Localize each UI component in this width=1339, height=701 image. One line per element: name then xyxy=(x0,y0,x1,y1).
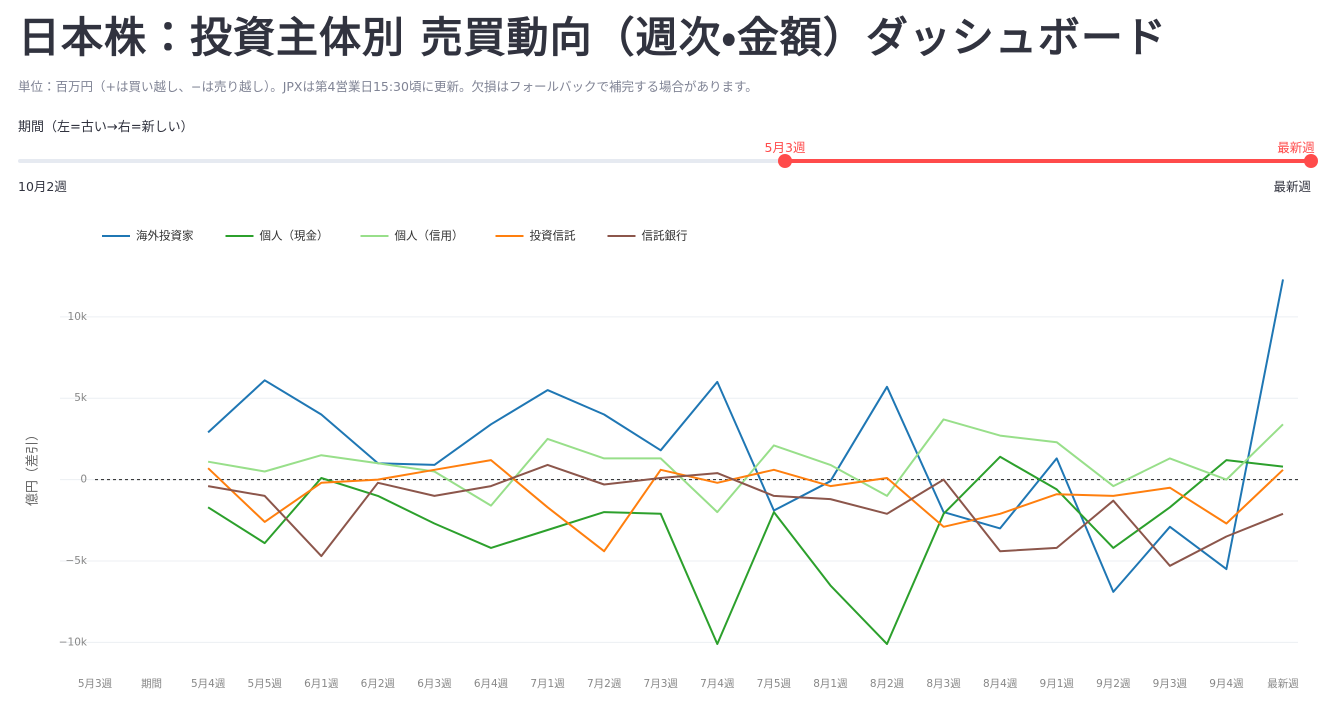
y-axis-title: 億円（差引） xyxy=(26,428,41,506)
slider-handle[interactable] xyxy=(778,154,792,168)
x-tick-label: 8月4週 xyxy=(983,678,1018,690)
x-tick-label: 8月1週 xyxy=(813,678,848,690)
x-tick-label: 9月2週 xyxy=(1096,678,1131,690)
slider-label: 期間（左=古い→右=新しい） xyxy=(18,120,194,135)
slider-max: 最新週 xyxy=(1273,179,1311,194)
y-tick-label: −5k xyxy=(65,555,87,567)
slider-value: 最新週 xyxy=(1277,140,1315,155)
y-tick-label: 10k xyxy=(68,311,88,323)
x-tick-label: 8月3週 xyxy=(926,678,961,690)
slider-min: 10月2週 xyxy=(18,179,67,194)
series-line xyxy=(207,418,1284,514)
series-line xyxy=(207,279,1284,593)
x-tick-label: 9月1週 xyxy=(1040,678,1075,690)
series-line xyxy=(207,463,1284,567)
legend-label[interactable]: 信託銀行 xyxy=(642,229,688,243)
caption: 単位：百万円（+は買い越し、−は売り越し）。JPXは第4営業日15:30頃に更新… xyxy=(18,79,758,94)
legend-label[interactable]: 投資信託 xyxy=(530,229,576,243)
x-tick-label: 5月5週 xyxy=(248,678,283,690)
x-tick-label: 9月3週 xyxy=(1153,678,1188,690)
legend-label[interactable]: 個人（現金） xyxy=(260,229,329,243)
x-tick-label: 6月3週 xyxy=(417,678,452,690)
x-tick-label: 6月1週 xyxy=(304,678,339,690)
page-title: 日本株：投資主体別 売買動向（週次・金額）ダッシュボード xyxy=(18,13,1167,62)
series-line xyxy=(207,455,1284,645)
x-tick-label: 7月1週 xyxy=(530,678,565,690)
slider-value: 5月3週 xyxy=(764,140,806,155)
slider-track[interactable] xyxy=(18,159,1311,163)
x-tick-label: 6月4週 xyxy=(474,678,509,690)
x-tick-label: 5月3週 xyxy=(78,678,113,690)
x-tick-label: 6月2週 xyxy=(361,678,396,690)
x-tick-label: 5月4週 xyxy=(191,678,226,690)
x-tick-label: 9月4週 xyxy=(1209,678,1244,690)
legend-label[interactable]: 個人（信用） xyxy=(395,229,464,243)
y-tick-label: −10k xyxy=(59,636,88,648)
x-tick-label: 7月2週 xyxy=(587,678,622,690)
x-tick-label: 期間 xyxy=(141,678,162,690)
x-tick-label: 8月2週 xyxy=(870,678,905,690)
slider-range xyxy=(785,159,1311,163)
x-tick-label: 7月3週 xyxy=(644,678,679,690)
x-tick-label: 7月4週 xyxy=(700,678,735,690)
slider-handle[interactable] xyxy=(1304,154,1318,168)
x-tick-label: 最新週 xyxy=(1267,678,1299,690)
y-tick-label: 0 xyxy=(80,474,87,486)
legend-label[interactable]: 海外投資家 xyxy=(136,229,194,243)
y-tick-label: 5k xyxy=(74,392,88,404)
series-line xyxy=(207,459,1284,553)
x-tick-label: 7月5週 xyxy=(757,678,792,690)
